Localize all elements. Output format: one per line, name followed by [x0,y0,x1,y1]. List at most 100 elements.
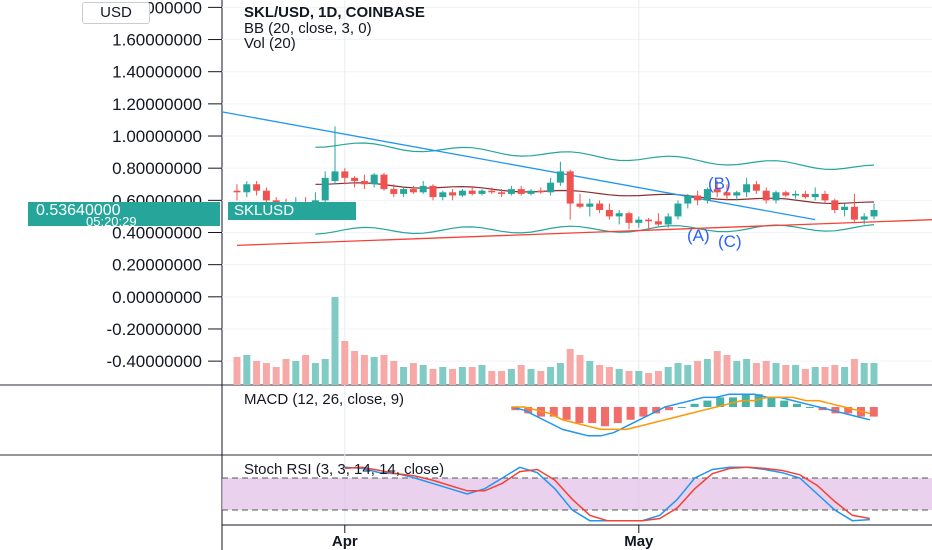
volume-bar [694,361,702,385]
bb-basis-line [315,182,875,205]
macd-histogram-bar [780,400,789,407]
candle-body [253,184,261,191]
volume-bar [468,367,476,385]
volume-bar [743,359,751,385]
candle-body [537,190,545,193]
volume-bar [311,363,319,385]
candle-body [870,209,878,217]
volume-bar [272,367,280,385]
volume-bar [752,363,760,385]
candle-body [243,184,251,193]
candle-body [654,221,662,225]
volume-bar [419,365,427,385]
volume-bar [811,367,819,385]
macd-histogram-bar [703,400,712,407]
volume-bar [772,363,780,385]
candle-body [674,203,682,217]
candle-body [262,190,270,201]
macd-histogram-bar [601,407,609,427]
volume-bar [713,351,721,385]
macd-histogram-bar [716,397,725,407]
volume-bar [507,369,515,385]
volume-bar [233,357,241,385]
last-price-tag: 0.53640000 05:20:29 [28,202,220,229]
macd-histogram-bar [588,407,597,423]
volume-bar [262,363,270,385]
stoch-rsi-pane [222,466,932,522]
volume-bar [674,363,682,385]
candle-body [743,184,751,193]
macd-label[interactable]: MACD (12, 26, close, 9) [244,391,404,408]
candle-body [419,185,427,193]
volume-bar [733,361,741,385]
y-tick-label: 0.40000000 [112,224,202,243]
candle-body [841,206,849,210]
volume-bar [488,371,496,385]
candle-body [713,189,721,193]
candle-body [723,192,731,196]
vol-indicator-label[interactable]: Vol (20) [244,35,296,52]
candle-body [390,189,398,194]
currency-button[interactable]: USD [82,2,150,24]
macd-histogram-bar [562,407,571,420]
macd-histogram-bar [805,407,814,408]
chart-title: SKL/USD, 1D, COINBASE [244,4,425,21]
volume-bar [860,363,868,385]
candle-body [664,216,672,225]
bollinger-bands [315,142,875,235]
macd-histogram-bar [793,403,801,407]
candle-body [694,195,702,201]
volume-bar [654,371,662,385]
candle-body [615,213,623,217]
candle-body [517,189,525,194]
volume-bar [243,355,251,385]
wave-b-label: (B) [708,174,731,193]
candle-body [556,171,564,183]
y-tick-label: 0.20000000 [112,256,202,275]
macd-histogram-bar [677,407,686,408]
candle-body [752,184,760,191]
signal-line [511,396,870,431]
volume-bar [439,367,447,385]
macd-histogram-bar [844,407,853,414]
y-axis: 1.800000001.600000001.400000001.20000000… [107,0,222,371]
bb-indicator-label[interactable]: BB (20, close, 3, 0) [244,20,372,37]
candle-body [429,185,437,198]
candle-body [860,216,868,220]
volume-bar [517,365,525,385]
wave-c-label: (C) [718,232,742,251]
volume-bar [556,363,564,385]
volume-bar [253,361,261,385]
volume-bar [850,359,858,385]
candle-body [360,181,368,185]
wave-annotations: (B) (A) (C) [687,174,742,251]
volume-bar [723,355,731,385]
volume-bar [547,367,555,385]
volume-bar [635,371,643,385]
volume-bar [409,363,417,385]
stoch-d-line [344,466,870,522]
y-tick-label: -0.40000000 [107,352,202,371]
y-tick-label: 1.60000000 [112,31,202,50]
candle-body [645,219,653,222]
candle-body [439,192,447,198]
volume-bar [801,369,809,385]
volume-bar [841,367,849,385]
candle-body [449,192,457,196]
candle-body [566,171,574,204]
candle-body [801,193,809,198]
volume-bar [458,367,466,385]
stoch-rsi-label[interactable]: Stoch RSI (3, 3, 14, 14, close) [244,461,444,478]
candle-body [733,192,741,196]
volume-bar [341,341,349,385]
candle-body [821,193,829,201]
volume-bar [370,357,378,385]
macd-histogram-bar [613,407,622,423]
lower-trend [236,219,932,247]
candle-body [341,171,349,178]
candle-body [605,209,613,217]
volume-bar [380,355,388,385]
volume-bars [233,297,878,385]
